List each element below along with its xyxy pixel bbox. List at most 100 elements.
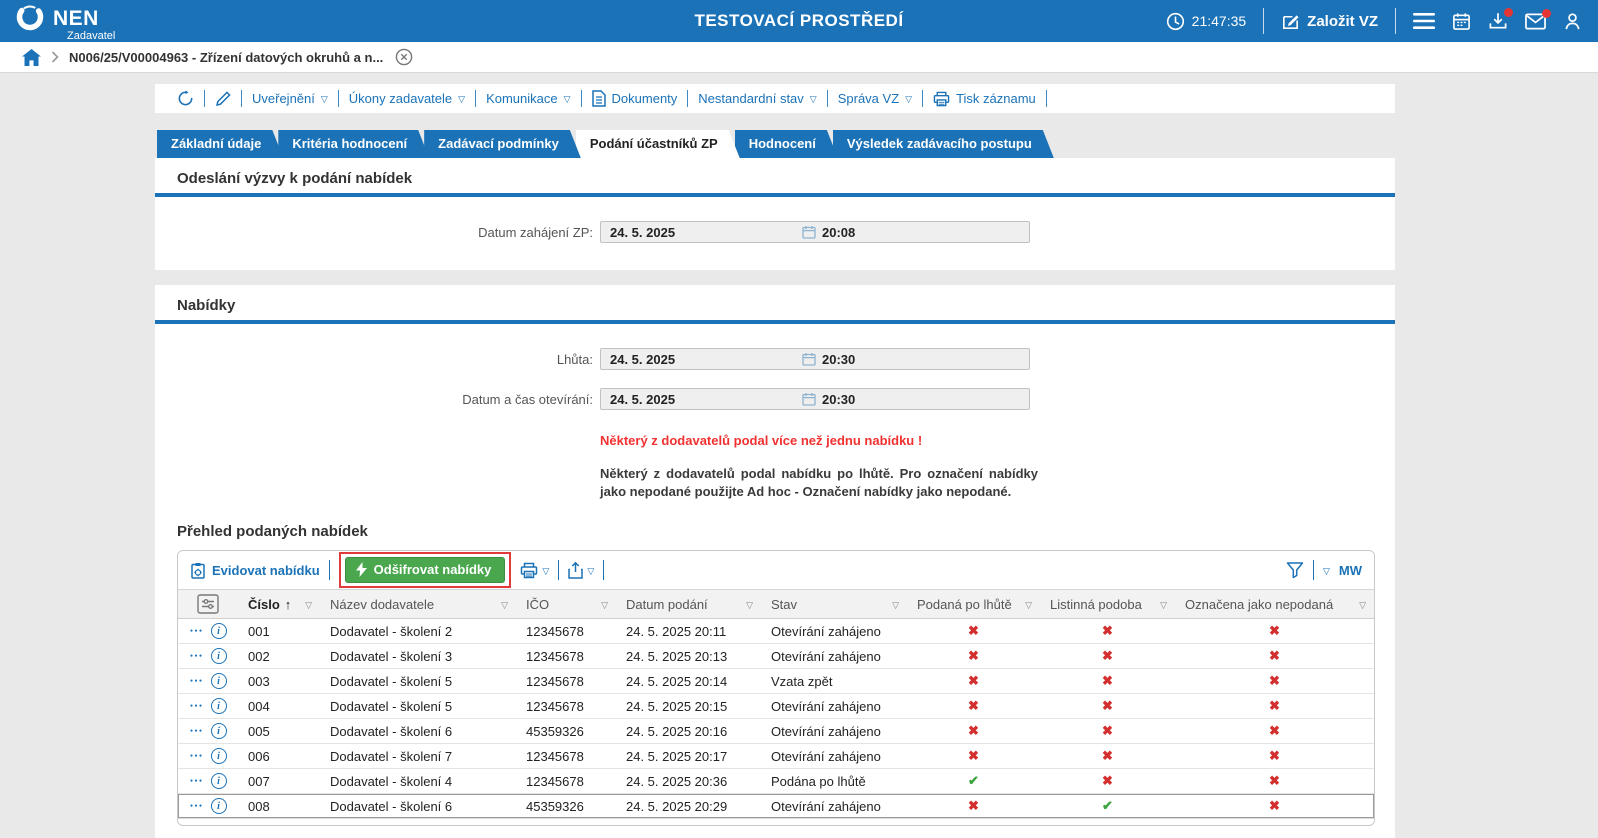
decrypt-offers-button[interactable]: Odšifrovat nabídky — [344, 557, 506, 584]
header-separator — [1395, 8, 1396, 34]
info-icon[interactable]: i — [210, 698, 227, 715]
column-filter-icon[interactable]: ▽ — [746, 599, 753, 610]
tab-krit-ria-hodnocen-[interactable]: Kritéria hodnocení — [278, 130, 429, 158]
calendar-icon[interactable] — [802, 392, 816, 406]
info-icon[interactable]: i — [210, 623, 227, 640]
home-icon[interactable] — [22, 48, 41, 66]
time-value[interactable]: 20:08 — [822, 224, 856, 240]
export-table-button[interactable]: ▽ — [568, 561, 595, 579]
column-label: IČO — [526, 596, 550, 612]
info-icon[interactable]: i — [210, 798, 227, 815]
column-header-po_lhute[interactable]: Podaná po lhůtě ▽ — [907, 590, 1040, 618]
menubar-item-komunikace[interactable]: Komunikace ▽ — [476, 91, 580, 106]
row-menu-icon[interactable]: ●●● — [190, 628, 204, 635]
time-value[interactable]: 20:30 — [822, 391, 856, 407]
column-filter-icon[interactable]: ▽ — [601, 599, 608, 610]
row-menu-icon[interactable]: ●●● — [190, 703, 204, 710]
calendar-icon[interactable] — [802, 225, 816, 239]
table-row[interactable]: ●●● i 004 Dodavatel - školení 5 12345678 24. … — [178, 694, 1374, 720]
table-row[interactable]: ●●● i 008 Dodavatel - školení 6 45359326 24. … — [178, 794, 1374, 820]
column-header-datum[interactable]: Datum podání ▽ — [616, 590, 761, 618]
opening-date-input[interactable]: 24. 5. 2025 20:30 — [600, 388, 1030, 410]
chevron-right-icon — [51, 51, 59, 63]
print-table-button[interactable]: ▽ — [520, 562, 549, 579]
menubar-item-dokumenty[interactable]: Dokumenty — [582, 90, 688, 107]
register-offer-button[interactable]: Evidovat nabídku — [190, 562, 320, 579]
date-value[interactable]: 24. 5. 2025 — [610, 224, 676, 240]
column-filter-icon[interactable]: ▽ — [1025, 599, 1032, 610]
row-menu-icon[interactable]: ●●● — [190, 753, 204, 760]
table-row[interactable]: ●●● i 005 Dodavatel - školení 6 45359326 24. … — [178, 719, 1374, 745]
downloads-button[interactable] — [1488, 7, 1513, 31]
column-filter-icon[interactable]: ▽ — [1359, 599, 1366, 610]
row-menu-icon[interactable]: ●●● — [190, 803, 204, 810]
column-settings-button[interactable] — [178, 590, 238, 618]
table-row[interactable]: ●●● i 003 Dodavatel - školení 5 12345678 24. … — [178, 669, 1374, 695]
cell-cislo: 003 — [248, 673, 270, 689]
sort-asc-icon: ↑ — [284, 596, 292, 612]
menubar-item-uve-ejn-n-[interactable]: Uveřejnění ▽ — [242, 91, 338, 106]
table-row[interactable]: ●●● i 002 Dodavatel - školení 3 12345678 24. … — [178, 644, 1374, 670]
cross-icon: ✖ — [1269, 748, 1280, 764]
time-value[interactable]: 20:30 — [822, 351, 856, 367]
menubar-item-tisk-z-znamu[interactable]: Tisk záznamu — [923, 91, 1046, 107]
dropdown-triangle-icon[interactable]: ▽ — [1322, 565, 1330, 576]
row-menu-icon[interactable]: ●●● — [190, 653, 204, 660]
dropdown-triangle-icon[interactable]: ▽ — [587, 565, 595, 576]
table-row[interactable]: ●●● i 006 Dodavatel - školení 7 12345678 24. … — [178, 744, 1374, 770]
breadcrumb-tab-title[interactable]: N006/25/V00004963 - Zřízení datových okr… — [69, 49, 384, 65]
deadline-input[interactable]: 24. 5. 2025 20:30 — [600, 348, 1030, 370]
tab-hodnocen-[interactable]: Hodnocení — [735, 130, 838, 158]
row-menu-icon[interactable]: ●●● — [190, 678, 204, 685]
menubar-item--kony-zadavatele[interactable]: Úkony zadavatele ▽ — [339, 91, 475, 106]
info-icon[interactable]: i — [210, 748, 227, 765]
close-tab-icon[interactable] — [395, 48, 413, 66]
calendar-icon[interactable] — [802, 352, 816, 366]
user-profile-button[interactable] — [1563, 12, 1582, 31]
tab-z-kladn-daje[interactable]: Základní údaje — [157, 130, 283, 158]
column-filter-icon[interactable]: ▽ — [501, 599, 508, 610]
column-header-nazev[interactable]: Název dodavatele ▽ — [320, 590, 516, 618]
calendar-button[interactable] — [1452, 12, 1471, 31]
column-label: Podaná po lhůtě — [917, 596, 1012, 612]
column-header-nepodana[interactable]: Označena jako nepodaná ▽ — [1175, 590, 1374, 618]
column-header-cislo[interactable]: Číslo ↑ ▽ — [238, 590, 320, 618]
dropdown-triangle-icon[interactable]: ▽ — [542, 565, 550, 576]
column-header-listinna[interactable]: Listinná podoba ▽ — [1040, 590, 1175, 618]
clipboard-icon — [190, 562, 206, 579]
main-menu-button[interactable] — [1413, 12, 1435, 30]
history-button[interactable] — [167, 90, 204, 107]
date-value[interactable]: 24. 5. 2025 — [610, 391, 676, 407]
info-icon[interactable]: i — [210, 673, 227, 690]
info-icon[interactable]: i — [210, 773, 227, 790]
section-offers: Nabídky Lhůta: 24. 5. 2025 20:30 Datum a… — [155, 285, 1395, 838]
brand-name: NEN — [53, 6, 99, 30]
column-header-ico[interactable]: IČO ▽ — [516, 590, 616, 618]
table-row[interactable]: ●●● i 001 Dodavatel - školení 2 12345678 24. … — [178, 619, 1374, 645]
date-value[interactable]: 24. 5. 2025 — [610, 351, 676, 367]
cell-cislo: 008 — [248, 798, 270, 814]
tab-v-sledek-zad-vac-ho-postupu[interactable]: Výsledek zadávacího postupu — [833, 130, 1054, 158]
edit-record-button[interactable] — [205, 90, 241, 107]
menubar-item-label: Uveřejnění — [252, 91, 315, 106]
info-icon[interactable]: i — [210, 648, 227, 665]
filter-button[interactable] — [1286, 561, 1304, 579]
start-date-input[interactable]: 24. 5. 2025 20:08 — [600, 221, 1030, 243]
column-filter-icon[interactable]: ▽ — [1160, 599, 1167, 610]
column-filter-icon[interactable]: ▽ — [305, 599, 312, 610]
row-menu-icon[interactable]: ●●● — [190, 728, 204, 735]
row-menu-icon[interactable]: ●●● — [190, 778, 204, 785]
tab-pod-n-astn-k-zp[interactable]: Podání účastníků ZP — [576, 130, 740, 158]
info-icon[interactable]: i — [210, 723, 227, 740]
column-header-stav[interactable]: Stav ▽ — [761, 590, 907, 618]
create-vz-button[interactable]: Založit VZ — [1281, 12, 1378, 31]
nen-logo[interactable]: NEN Zadavatel — [14, 1, 115, 42]
messages-button[interactable] — [1525, 8, 1551, 30]
column-filter-icon[interactable]: ▽ — [892, 599, 899, 610]
menubar-item-spr-va-vz[interactable]: Správa VZ ▽ — [828, 91, 922, 106]
tab-zad-vac-podm-nky[interactable]: Zadávací podmínky — [424, 130, 581, 158]
cell-ico: 12345678 — [526, 698, 584, 714]
table-row[interactable]: ●●● i 007 Dodavatel - školení 4 12345678 24. … — [178, 769, 1374, 795]
menubar-item-nestandardn-stav[interactable]: Nestandardní stav ▽ — [688, 91, 826, 106]
user-code-button[interactable]: MW — [1338, 562, 1362, 578]
